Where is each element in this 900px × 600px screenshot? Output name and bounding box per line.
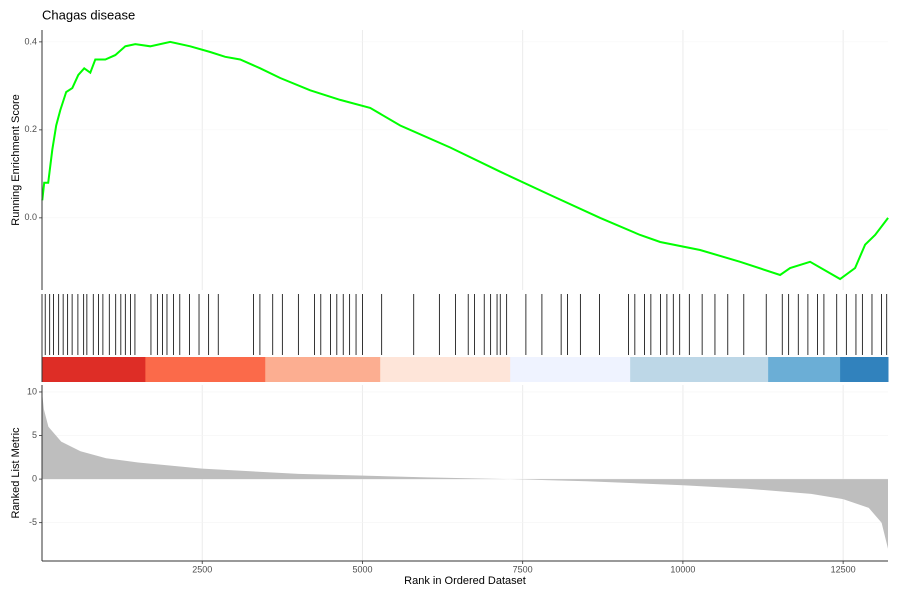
rank-band — [768, 357, 841, 382]
rank-band — [265, 357, 381, 382]
x-tick-label: 10000 — [670, 564, 695, 574]
x-tick-label: 5000 — [352, 564, 372, 574]
x-tick-label: 7500 — [513, 564, 533, 574]
y-tick-label: -5 — [29, 517, 37, 527]
y-axis-label: Ranked List Metric — [10, 427, 22, 519]
y-tick-label: 10 — [27, 386, 37, 396]
y-tick-label: 0.2 — [24, 124, 37, 134]
y-tick-label: 5 — [32, 430, 37, 440]
x-axis-label: Rank in Ordered Dataset — [404, 575, 526, 587]
rank-band — [42, 357, 146, 382]
rank-band — [145, 357, 266, 382]
y-tick-label: 0 — [32, 473, 37, 483]
y-tick-label: 0.4 — [24, 36, 37, 46]
chart-title: Chagas disease — [42, 7, 135, 22]
enrichment-line — [41, 40, 889, 281]
y-tick-label: 0.0 — [24, 212, 37, 222]
rank-band — [510, 357, 631, 382]
rank-band — [630, 357, 769, 382]
y-axis-label: Running Enrichment Score — [10, 94, 22, 225]
metric-area — [42, 392, 888, 549]
x-tick-label: 2500 — [192, 564, 212, 574]
rank-band — [380, 357, 511, 382]
x-tick-label: 12500 — [831, 564, 856, 574]
rank-band — [840, 357, 889, 382]
